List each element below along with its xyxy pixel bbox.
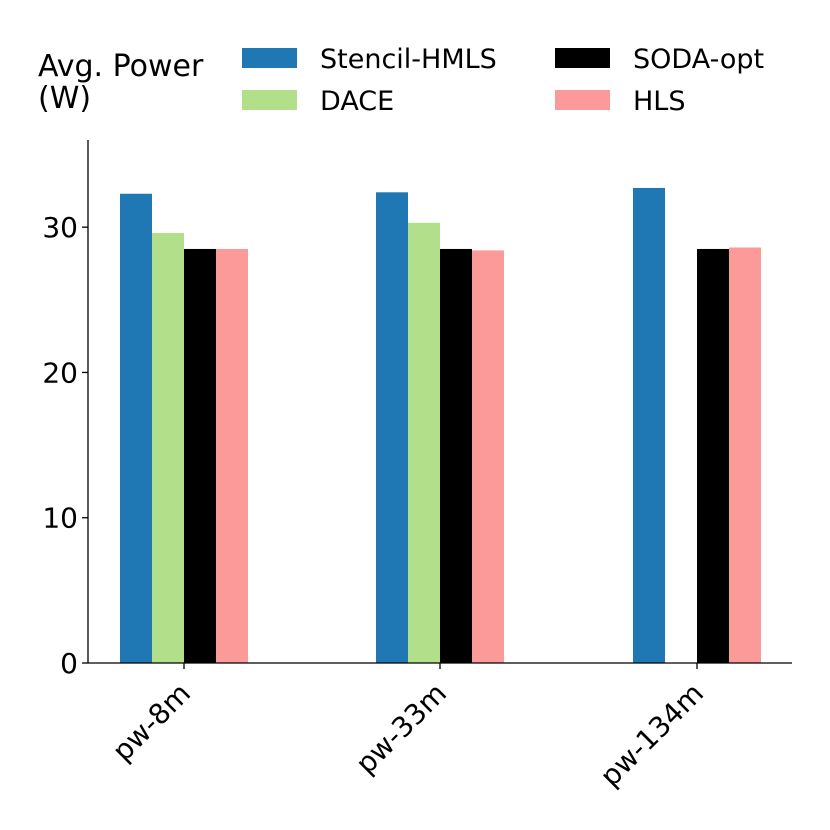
legend-swatch-stencil-hmls [242, 48, 297, 68]
bars [120, 187, 761, 664]
x-tick-label-pw-134m: pw-134m [594, 677, 710, 793]
y-axis-label-line-2: (W) [38, 81, 91, 116]
legend-swatch-soda-opt [555, 48, 610, 68]
bar-hls-pw-8m [216, 248, 248, 664]
y-axis-label-line-1: Avg. Power [38, 49, 204, 84]
bar-stencil-hmls-pw-134m [633, 187, 665, 664]
legend-swatch-dace [242, 90, 297, 110]
bar-hls-pw-134m [729, 247, 761, 663]
bar-stencil-hmls-pw-8m [120, 193, 152, 663]
y-tick-label-30: 30 [42, 211, 78, 244]
bar-soda-opt-pw-134m [697, 248, 729, 664]
bar-dace-pw-8m [152, 232, 184, 663]
bar-dace-pw-33m [408, 222, 440, 663]
bar-hls-pw-33m [472, 250, 504, 663]
legend-label-dace: DACE [320, 86, 394, 117]
x-tick-label-pw-8m: pw-8m [106, 677, 197, 768]
y-tick-label-10: 10 [42, 502, 78, 535]
y-tick-label-0: 0 [60, 647, 78, 680]
y-tick-label-20: 20 [42, 356, 78, 389]
legend: Stencil-HMLS DACE SODA-opt HLS [242, 44, 764, 117]
legend-label-stencil-hmls: Stencil-HMLS [320, 44, 497, 75]
legend-label-hls: HLS [633, 86, 685, 117]
bar-soda-opt-pw-8m [184, 248, 216, 664]
bar-stencil-hmls-pw-33m [376, 192, 408, 664]
bar-soda-opt-pw-33m [440, 248, 472, 664]
x-tick-label-pw-33m: pw-33m [349, 677, 453, 781]
legend-swatch-hls [555, 90, 610, 110]
legend-label-soda-opt: SODA-opt [633, 44, 764, 75]
